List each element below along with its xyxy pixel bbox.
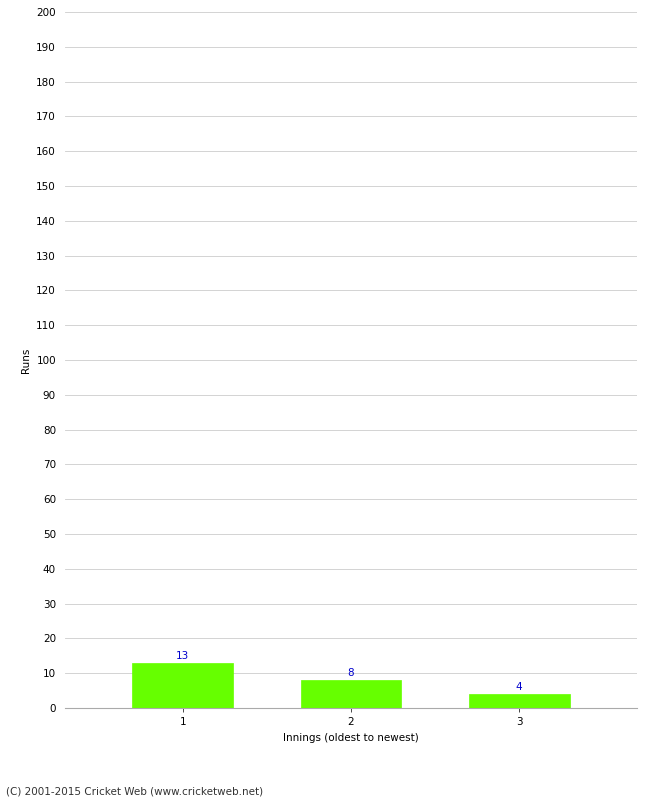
Text: 13: 13 — [176, 651, 189, 661]
Bar — [469, 694, 569, 708]
X-axis label: Innings (oldest to newest): Innings (oldest to newest) — [283, 733, 419, 742]
Bar — [133, 662, 233, 708]
Text: 4: 4 — [516, 682, 523, 692]
Y-axis label: Runs: Runs — [21, 347, 31, 373]
Bar — [300, 680, 402, 708]
Text: 8: 8 — [348, 669, 354, 678]
Text: (C) 2001-2015 Cricket Web (www.cricketweb.net): (C) 2001-2015 Cricket Web (www.cricketwe… — [6, 786, 264, 796]
